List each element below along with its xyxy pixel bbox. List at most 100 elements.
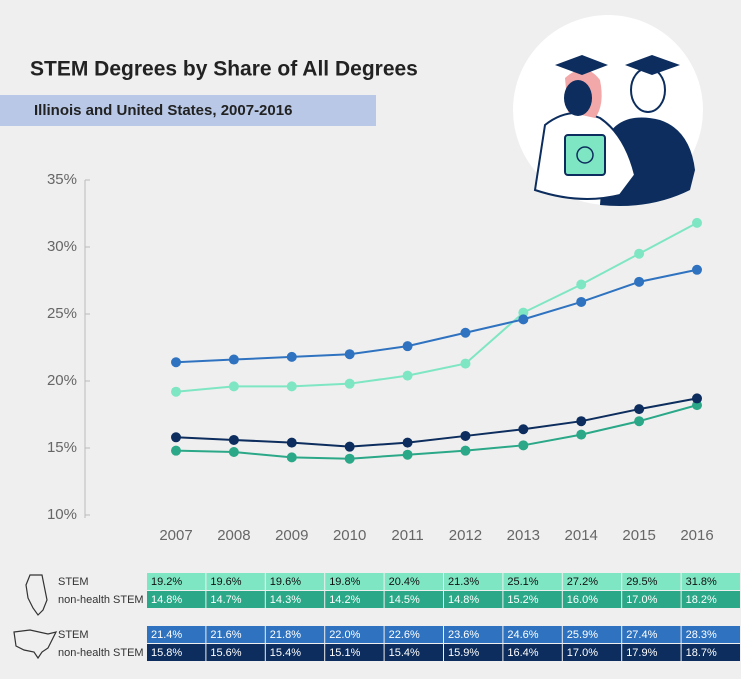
data-point (460, 445, 471, 456)
data-point (344, 349, 355, 360)
row-label: STEM (58, 629, 89, 641)
data-point (171, 357, 181, 368)
series-line (175, 397, 698, 448)
x-tick-label: 2008 (217, 527, 250, 544)
cell-label: 19.6% (210, 576, 241, 588)
cell-label: 17.0% (567, 647, 598, 659)
table-cell (147, 644, 206, 661)
y-tick-label: 15% (47, 439, 77, 456)
data-point (518, 314, 529, 325)
row-label: STEM (58, 576, 89, 588)
data-point (634, 404, 645, 415)
table-cell (622, 644, 681, 661)
x-tick-label: 2016 (680, 527, 713, 544)
cell-label: 20.4% (389, 576, 420, 588)
table-cell (206, 626, 265, 643)
y-tick-label: 35% (47, 171, 77, 188)
table-cell (562, 573, 622, 590)
cell-label: 21.6% (210, 629, 241, 641)
cell-label: 15.6% (210, 647, 241, 659)
x-tick-label: 2010 (333, 527, 366, 544)
data-point (286, 452, 297, 463)
cell-label: 29.5% (626, 576, 657, 588)
table-cell (325, 591, 384, 608)
table-cell (503, 626, 562, 643)
row-label: non-health STEM (58, 647, 144, 659)
table-cell (265, 573, 325, 590)
cell-label: 14.3% (270, 594, 301, 606)
table-cell (206, 644, 265, 661)
table-cell (622, 591, 681, 608)
cell-label: 19.2% (151, 576, 182, 588)
data-point (344, 441, 355, 452)
table-cell (562, 626, 622, 643)
y-tick-label: 20% (47, 372, 77, 389)
cell-label: 23.6% (448, 629, 479, 641)
table-cell (265, 644, 325, 661)
cell-label: 17.0% (626, 594, 657, 606)
data-point (692, 217, 702, 228)
cell-label: 18.2% (686, 594, 717, 606)
data-point (344, 378, 355, 389)
table-cell (622, 626, 681, 643)
table-cell (622, 573, 681, 590)
cell-label: 14.8% (448, 594, 479, 606)
data-point (402, 437, 413, 448)
chart-title: STEM Degrees by Share of All Degrees (30, 58, 418, 81)
data-point (634, 248, 645, 259)
row-label: non-health STEM (58, 594, 144, 606)
cell-label: 14.2% (329, 594, 360, 606)
x-tick-label: 2011 (391, 527, 423, 544)
data-point (402, 370, 413, 381)
data-point (228, 447, 239, 458)
cell-label: 27.2% (567, 576, 598, 588)
cell-label: 15.4% (270, 647, 301, 659)
data-point (402, 449, 413, 460)
cell-label: 15.1% (329, 647, 360, 659)
subtitle-band (0, 95, 376, 126)
cell-label: 16.0% (567, 594, 598, 606)
table-cell (384, 573, 443, 590)
data-point (228, 381, 239, 392)
table-cell (681, 573, 740, 590)
cell-label: 15.4% (389, 647, 420, 659)
table-cell (147, 626, 206, 643)
series-line (175, 268, 698, 364)
data-point (402, 341, 413, 352)
table-cell (384, 644, 443, 661)
table-cell (206, 573, 265, 590)
data-point (518, 424, 529, 435)
cell-label: 28.3% (686, 629, 717, 641)
data-point (286, 351, 297, 362)
data-point (692, 393, 702, 404)
table-cell (325, 626, 384, 643)
table-cell (325, 573, 384, 590)
cell-label: 19.6% (270, 576, 301, 588)
data-point (171, 386, 181, 397)
table-cell (444, 626, 503, 643)
table-cell (503, 591, 562, 608)
data-point (286, 381, 297, 392)
data-point (634, 276, 645, 287)
table-cell (384, 626, 443, 643)
cell-label: 16.4% (507, 647, 538, 659)
cell-label: 27.4% (626, 629, 657, 641)
data-point (228, 434, 239, 445)
y-tick-label: 25% (47, 305, 77, 322)
table-cell (444, 644, 503, 661)
table-cell (147, 591, 206, 608)
table-cell (681, 591, 740, 608)
cell-label: 14.7% (210, 594, 241, 606)
data-point (228, 354, 239, 365)
cell-label: 15.2% (507, 594, 538, 606)
data-point (460, 358, 471, 369)
x-tick-label: 2012 (449, 527, 482, 544)
table-cell (444, 591, 503, 608)
x-tick-label: 2015 (622, 527, 655, 544)
table-cell (147, 573, 206, 590)
data-point (692, 264, 702, 275)
cell-label: 21.4% (151, 629, 182, 641)
table-cell (384, 591, 443, 608)
data-point (576, 279, 587, 290)
